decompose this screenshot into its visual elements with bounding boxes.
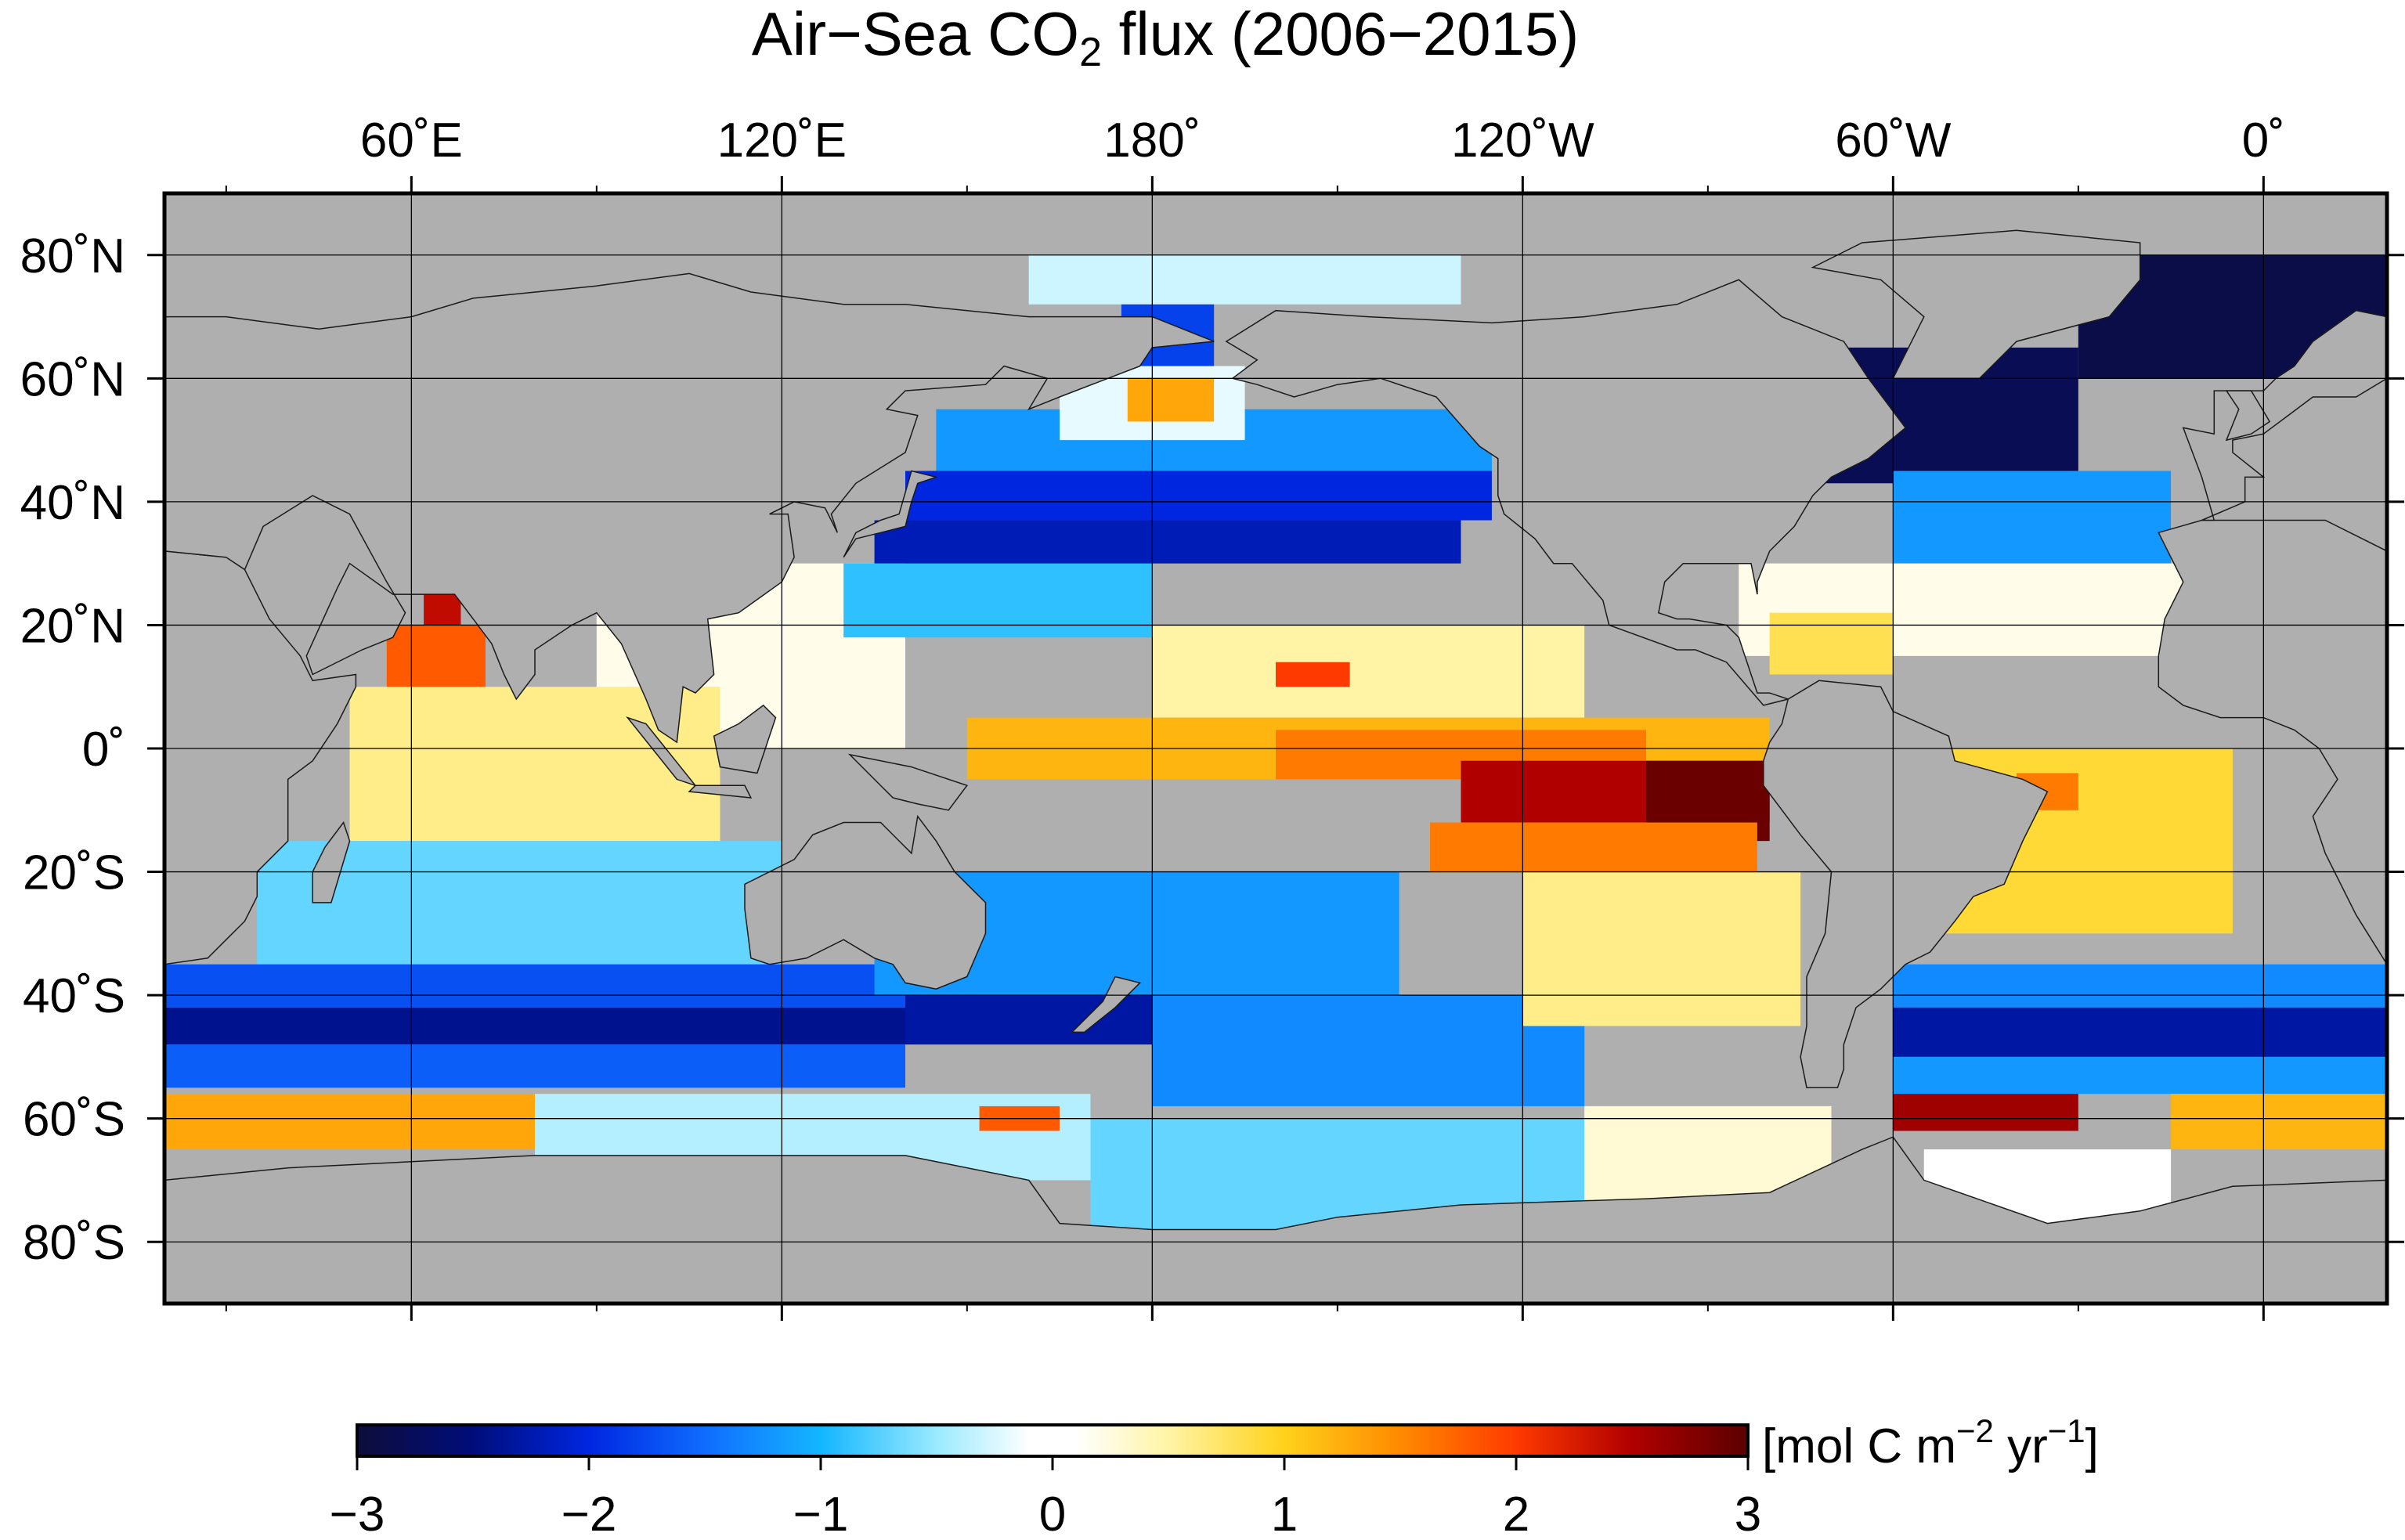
- land-africa: [2158, 519, 2387, 966]
- land-borneo: [713, 704, 777, 774]
- longitude-label: 0˚: [2242, 114, 2285, 168]
- latitude-label: 20˚S: [23, 846, 125, 900]
- flux-region-18: [874, 520, 1461, 564]
- graticule-lines: [164, 193, 2387, 1304]
- land-north-america: [1225, 279, 1907, 706]
- latitude-label: 60˚S: [23, 1093, 125, 1147]
- longitude-label: 60˚W: [1835, 114, 1952, 168]
- longitude-label: 180˚: [1103, 114, 1201, 168]
- colorbar-tick-label: −3: [330, 1488, 385, 1540]
- latitude-label: 60˚N: [20, 352, 125, 406]
- longitude-label: 60˚E: [360, 114, 463, 168]
- colorbar-tick-label: 0: [1039, 1488, 1066, 1540]
- title-suffix: flux (2006−2015): [1102, 0, 1579, 68]
- latitude-label: 80˚N: [20, 229, 125, 283]
- flux-region-41: [1893, 1056, 2387, 1095]
- colorbar-tick-label: −2: [562, 1488, 617, 1540]
- flux-region-19: [905, 471, 1492, 521]
- colorbar-tick-label: 2: [1503, 1488, 1529, 1540]
- land-indonesia-2: [688, 784, 753, 799]
- flux-region-34: [1893, 471, 2172, 564]
- title-subscript: 2: [1079, 30, 1102, 75]
- flux-region-40: [1893, 1007, 2387, 1057]
- unit-open: [mol C m: [1762, 1419, 1956, 1473]
- colorbar-tick-label: 1: [1271, 1488, 1298, 1540]
- land-antarctica: [164, 1136, 2387, 1304]
- latitude-label: 80˚S: [23, 1216, 125, 1270]
- flux-region-25: [1152, 625, 1585, 718]
- unit-exponent-1: −2: [1956, 1412, 1994, 1449]
- landmasses: [164, 229, 2387, 1304]
- latitude-label: 20˚N: [20, 599, 125, 653]
- figure-title: Air−Sea CO2 flux (2006−2015): [752, 0, 1580, 75]
- title-prefix: Air−Sea CO: [752, 0, 1079, 68]
- longitude-label: 120˚W: [1451, 114, 1594, 168]
- flux-region-23: [1028, 254, 1461, 305]
- longitude-label: 120˚E: [717, 114, 847, 168]
- flux-region-30: [1430, 822, 1757, 872]
- flux-region-42: [2171, 1094, 2387, 1150]
- land-australia: [744, 814, 987, 990]
- flux-region-7: [164, 1044, 905, 1088]
- colorbar-tick-label: 3: [1735, 1488, 1761, 1540]
- flux-region-13: [1152, 995, 1585, 1106]
- flux-region-6: [164, 1007, 905, 1045]
- flux-region-8: [164, 1094, 535, 1150]
- longitude-labels: 60˚E 120˚E 180˚ 120˚W 60˚W 0˚: [360, 114, 2285, 168]
- land-south-america: [1763, 680, 2049, 1089]
- flux-region-5: [164, 964, 905, 1008]
- flux-region-15: [1522, 871, 1801, 1026]
- land-eurasia: [164, 272, 1215, 744]
- latitude-label: 0˚: [82, 723, 125, 777]
- flux-region-36: [1769, 612, 1894, 675]
- flux-region-39: [1893, 964, 2387, 1008]
- colorbar-ticks: −3 −2 −1 0 1 2 3: [330, 1456, 1761, 1540]
- land-new-guinea: [847, 753, 969, 811]
- latitude-label: 40˚S: [23, 969, 125, 1023]
- colorbar-gradient: [356, 1423, 1750, 1458]
- unit-mid: yr: [1994, 1419, 2048, 1473]
- flux-region-17: [843, 563, 1153, 638]
- land-uk: [2225, 390, 2271, 442]
- flux-region-4: [257, 841, 782, 965]
- land-greenland: [1811, 229, 2141, 380]
- colorbar-unit: [mol C m−2 yr−1]: [1762, 1412, 2099, 1473]
- land-europe: [2182, 309, 2387, 521]
- latitude-label: 40˚N: [20, 476, 125, 530]
- land-japan: [843, 470, 939, 558]
- flux-region-43: [1893, 1094, 2078, 1131]
- world-map: [164, 193, 2387, 1304]
- colorbar-tick-label: −1: [793, 1488, 849, 1540]
- latitude-labels: 80˚N 60˚N 40˚N 20˚N 0˚ 20˚S 40˚S 60˚S 80˚S: [20, 229, 125, 1270]
- unit-exponent-2: −1: [2048, 1412, 2085, 1449]
- flux-region-22: [1127, 378, 1215, 422]
- flux-region-31: [1276, 662, 1350, 687]
- frame-ticks: [147, 176, 2404, 1321]
- land-new-zealand: [1070, 976, 1142, 1033]
- unit-close: ]: [2085, 1419, 2099, 1473]
- colorbar: −3 −2 −1 0 1 2 3 [mol C m−2 yr−1]: [330, 1412, 2099, 1540]
